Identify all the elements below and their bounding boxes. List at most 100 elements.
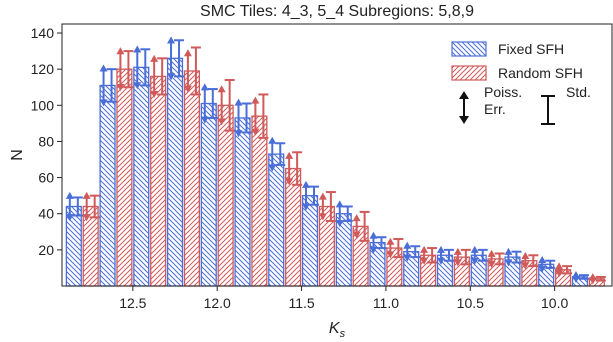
poisson-err-arrow-down (335, 220, 344, 228)
error-bar-fixed-sfh (504, 247, 522, 267)
poisson-err-arrow-down (369, 246, 378, 254)
error-bar-random-sfh (183, 46, 201, 96)
y-tick-label: 80 (38, 133, 54, 149)
error-bar-fixed-sfh (436, 245, 454, 265)
poisson-err-arrow-up (268, 136, 277, 144)
poisson-err-arrow-up (133, 45, 142, 53)
poisson-err-arrow-up (487, 249, 496, 257)
bar-fixed-sfh (268, 153, 285, 287)
legend-std-label: Std. (566, 84, 591, 100)
error-bar-fixed-sfh (470, 245, 488, 265)
error-bar-fixed-sfh (234, 98, 252, 138)
poisson-err-arrow-up (318, 192, 327, 200)
poisson-err-arrow-down (521, 262, 530, 270)
poisson-err-arrow-up (285, 151, 294, 159)
poisson-err-arrow-down (487, 260, 496, 268)
legend-poisson-line1: Poiss. (484, 84, 522, 100)
y-axis-label: N (9, 149, 26, 161)
poisson-err-arrow-down (420, 257, 429, 265)
x-ticks: 12.5 12.0 11.5 11.0 10.5 10.0 (119, 286, 568, 311)
error-bar-fixed-sfh (99, 64, 117, 107)
error-bar-fixed-sfh (65, 191, 83, 222)
poisson-err-arrow-down (200, 116, 209, 124)
poisson-err-arrow-down (116, 84, 125, 92)
error-bar-fixed-sfh (268, 136, 286, 172)
poisson-err-arrow-up (369, 231, 378, 239)
poisson-err-arrow-down (217, 118, 226, 126)
bar-random-sfh (285, 167, 302, 287)
bar-random-sfh (150, 75, 167, 287)
error-bar-fixed-sfh (403, 241, 421, 262)
error-bar-random-sfh (487, 249, 505, 268)
bar-fixed-sfh (133, 66, 150, 287)
poisson-err-arrow-down (183, 85, 192, 93)
y-tick-label: 20 (38, 242, 54, 258)
bar-random-sfh (251, 115, 268, 287)
poisson-err-arrow-up (99, 64, 108, 72)
y-tick-label: 40 (38, 206, 54, 222)
bar-fixed-sfh (99, 84, 116, 287)
poisson-err-arrow-down (386, 251, 395, 259)
chart-title: SMC Tiles: 4_3, 5_4 Subregions: 5,8,9 (200, 3, 474, 20)
error-bar-random-sfh (318, 191, 336, 222)
poisson-err-arrow-up (420, 245, 429, 253)
poisson-err-arrow-down (234, 130, 243, 138)
poisson-err-arrow-up (167, 36, 176, 44)
error-bar-random-sfh (555, 262, 573, 278)
poisson-err-arrow-up (453, 247, 462, 255)
poisson-err-arrow-up (521, 252, 530, 260)
error-bar-fixed-sfh (335, 200, 353, 228)
poisson-err-arrow-up (183, 49, 192, 57)
bar-random-sfh (116, 68, 133, 287)
bar-random-sfh (183, 70, 200, 287)
std-error-icon (541, 95, 555, 125)
error-bar-fixed-sfh (538, 255, 556, 273)
poisson-err-arrow-up (234, 98, 243, 106)
poisson-err-arrow-down (251, 128, 260, 136)
y-ticks: 20 40 60 80 100 120 140 (31, 25, 62, 258)
legend-poisson-line2: Err. (484, 101, 506, 117)
x-tick-label: 10.0 (541, 295, 568, 311)
poisson-err-arrow-down (403, 254, 412, 262)
error-bar-fixed-sfh (133, 45, 151, 90)
x-tick-label: 12.5 (119, 295, 146, 311)
poisson-err-arrow-down (150, 90, 159, 98)
poisson-err-arrow-down (571, 275, 580, 283)
y-tick-label: 140 (31, 25, 55, 41)
poisson-err-arrow-up (555, 262, 564, 270)
error-bar-random-sfh (352, 210, 370, 242)
y-tick-label: 120 (31, 61, 55, 77)
poisson-err-arrow-down (588, 277, 597, 285)
poisson-err-arrow-down (268, 164, 277, 172)
x-tick-label: 12.0 (204, 295, 231, 311)
poisson-err-arrow-down (352, 231, 361, 239)
error-bar-fixed-sfh (302, 180, 320, 211)
poisson-err-arrow-up (200, 83, 209, 91)
poisson-err-arrow-up (251, 96, 260, 104)
bar-fixed-sfh (166, 57, 184, 287)
error-bar-random-sfh (217, 79, 235, 132)
error-bar-random-sfh (82, 191, 100, 222)
legend: Fixed SFH Random SFH Poiss. Err. Std. (451, 41, 591, 125)
error-bar-random-sfh (285, 151, 303, 186)
plot-frame (61, 23, 613, 287)
error-bar-fixed-sfh (571, 270, 589, 283)
poisson-err-arrow-up (335, 200, 344, 208)
bar-random-sfh (318, 205, 335, 287)
poisson-err-arrow-up (538, 255, 547, 263)
poisson-err-arrow-down (538, 265, 547, 273)
x-axis-label: Ks (329, 320, 346, 340)
poisson-err-arrow-down (318, 213, 327, 221)
x-axis-label-subscript: s (340, 328, 346, 340)
error-bar-fixed-sfh (369, 231, 387, 254)
bar-random-sfh (217, 104, 234, 287)
poisson-err-arrow-down (65, 214, 74, 222)
poisson-err-arrow-up (65, 191, 74, 199)
poisson-err-arrow-up (504, 247, 513, 255)
poisson-err-arrow-down (167, 73, 176, 81)
legend-label-random-sfh: Random SFH (498, 65, 583, 81)
poisson-err-arrow-down (555, 270, 564, 278)
error-bar-random-sfh (116, 47, 134, 92)
